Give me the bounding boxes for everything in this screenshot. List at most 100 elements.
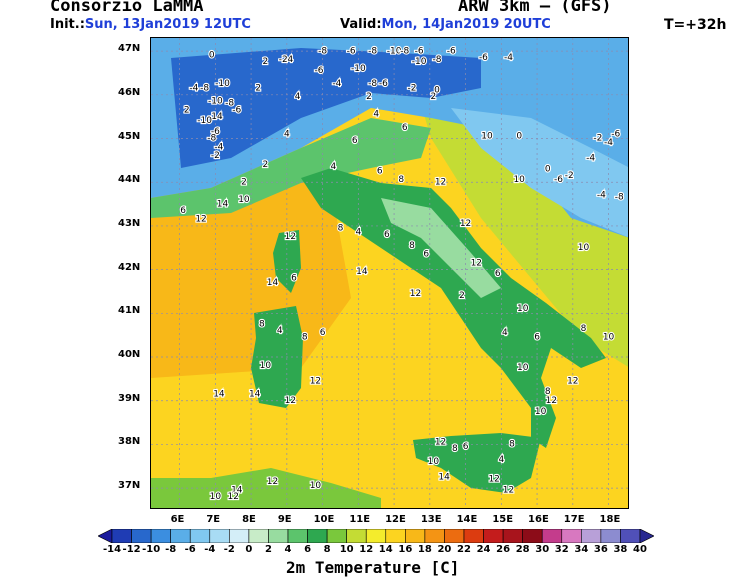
colorbar-segment — [131, 529, 152, 543]
temperature-label: 14 — [217, 199, 229, 209]
latitude-label: 38N — [118, 436, 141, 448]
temperature-label: 6 — [377, 166, 383, 176]
colorbar-tick-label: 22 — [457, 544, 471, 555]
temperature-label: -8 — [615, 193, 624, 203]
temperature-label: -8 — [200, 83, 209, 93]
temperature-label: -8 — [368, 79, 377, 89]
temperature-label: -4 — [332, 79, 341, 89]
temperature-label: 2 — [366, 92, 372, 102]
temperature-label: 4 — [502, 328, 508, 338]
colorbar-tick-label: 26 — [496, 544, 511, 555]
temperature-label: 12 — [285, 396, 296, 406]
temperature-label: 6 — [320, 328, 326, 338]
temperature-label: 0 — [545, 164, 551, 174]
temperature-label: -2 — [211, 151, 220, 161]
temperature-label: 2 — [241, 177, 247, 187]
temperature-label: 10 — [310, 481, 322, 491]
temperature-label: 12 — [471, 258, 482, 268]
temperature-label: 4 — [373, 110, 379, 120]
temperature-label: 6 — [463, 442, 469, 452]
temperature-label: 12 — [460, 219, 471, 229]
latitude-label: 44N — [118, 174, 141, 186]
colorbar-tick-label: 34 — [574, 544, 589, 555]
temperature-label: 0 — [209, 51, 215, 61]
map-canvas: 02 -2 4-8 -6 -8 -10-8 -6 -6-10 -8 -6 -4-4 -8 -10-10-… — [151, 38, 628, 508]
temperature-label: 10 — [481, 132, 493, 142]
colorbar-segment — [600, 529, 621, 543]
temperature-label: 14 — [267, 278, 279, 288]
temperature-label: -4 — [189, 83, 198, 93]
valid-value: Mon, 14Jan2019 20UTC — [381, 17, 551, 32]
temperature-label: -10 — [197, 116, 212, 126]
temperature-label: 10 — [517, 304, 529, 314]
temperature-label: 14 — [356, 267, 368, 277]
org-title: Consorzio LaMMA — [50, 0, 204, 16]
temperature-label: 8 — [509, 440, 515, 450]
colorbar-tick-label: -14 — [103, 544, 122, 555]
temperature-label: 0 — [516, 132, 522, 142]
latitude-label: 43N — [118, 217, 141, 229]
colorbar-tick-label: 4 — [284, 544, 292, 555]
colorbar-tick-label: -6 — [184, 544, 196, 555]
temperature-label: -6 — [347, 46, 356, 56]
colorbar-segment — [326, 529, 347, 543]
temperature-label: 6 — [180, 206, 186, 216]
temperature-label: 6 — [534, 333, 540, 343]
temperature-label: -8 — [318, 46, 327, 56]
temperature-label: -4 — [586, 153, 595, 163]
colorbar-segment — [385, 529, 406, 543]
temperature-label: 8 — [452, 444, 458, 454]
longitude-label: 12E — [385, 514, 406, 525]
temperature-label: 2 — [431, 92, 437, 102]
colorbar-tick-label: -2 — [223, 544, 235, 555]
temperature-label: -10 — [351, 64, 366, 74]
temperature-label: -8 — [432, 55, 441, 65]
temperature-label: -10 — [387, 46, 402, 56]
temperature-label: 8 — [409, 241, 415, 251]
temperature-label: -8 — [225, 99, 234, 109]
temperature-label: 6 — [291, 274, 297, 284]
colorbar-tick-label: 18 — [417, 544, 432, 555]
temperature-label: 0 — [434, 86, 440, 96]
temperature-label: -10 — [215, 79, 230, 89]
temperature-label: -8 — [368, 46, 377, 56]
temperature-label: 8 — [302, 333, 308, 343]
colorbar-segment — [365, 529, 387, 543]
colorbar-tick-label: 24 — [476, 544, 491, 555]
valid-line: Valid:Mon, 14Jan2019 20UTC — [340, 17, 551, 32]
colorbar-tick-label: 20 — [437, 544, 452, 555]
colorbar-tick-label: 16 — [398, 544, 413, 555]
temperature-label: 14 — [231, 486, 243, 496]
temperature-label: 12 — [310, 376, 321, 386]
colorbar — [98, 529, 654, 543]
colorbar-tick-label: 2 — [264, 544, 272, 555]
temperature-label: 10 — [603, 333, 615, 343]
temperature-label: 2 — [263, 57, 269, 67]
colorbar-tick-label: 28 — [515, 544, 530, 555]
colorbar-segment — [209, 529, 230, 543]
colorbar-segment — [405, 529, 426, 543]
temperature-label: 4 — [288, 55, 294, 65]
temperature-label: 10 — [238, 195, 250, 205]
temperature-label: 4 — [355, 228, 361, 238]
colorbar-tick-label: 30 — [535, 544, 550, 555]
colorbar-segment — [502, 529, 523, 543]
longitude-label: 10E — [313, 514, 335, 525]
temperature-label: -10 — [412, 57, 427, 67]
temperature-label: 4 — [295, 92, 301, 102]
temperature-label: -6 — [232, 105, 241, 115]
temperature-label: -2 — [407, 83, 416, 93]
latitude-label: 42N — [118, 261, 141, 273]
colorbar-segment — [248, 529, 269, 543]
temperature-label: 6 — [352, 136, 358, 146]
temperature-label: 12 — [503, 486, 514, 496]
temperature-label: -8 — [207, 134, 216, 144]
colorbar-tick-label: 10 — [339, 544, 354, 555]
italy-peninsula — [301, 168, 606, 448]
colorbar-segment — [483, 529, 504, 543]
colorbar-segment — [307, 529, 328, 543]
colorbar-tick-label: 36 — [593, 544, 608, 555]
colorbar-tick-label: 32 — [554, 544, 569, 555]
temperature-label: 4 — [330, 162, 336, 172]
temperature-label: 10 — [260, 361, 272, 371]
